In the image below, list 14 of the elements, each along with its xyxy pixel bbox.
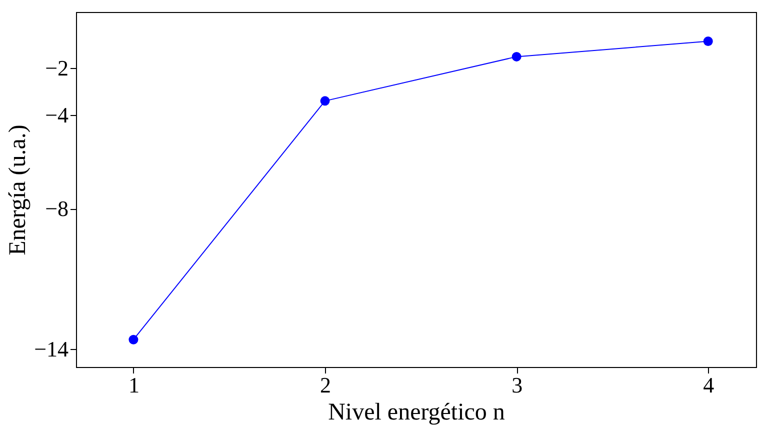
point <box>703 36 713 46</box>
point <box>128 334 138 344</box>
y-tick-label: −14 <box>34 336 68 362</box>
x-tick-label: 4 <box>703 372 714 398</box>
x-tick-label: 1 <box>128 372 140 398</box>
point <box>320 96 330 106</box>
x-axis-title: Nivel energético n <box>328 400 505 426</box>
x-tick-label: 3 <box>512 372 523 398</box>
y-tick-label: −8 <box>45 196 68 222</box>
y-tick-label: −4 <box>45 102 68 128</box>
y-axis-title: Energía (u.a.) <box>5 124 32 256</box>
y-tick-label: −2 <box>45 56 68 81</box>
point <box>512 52 522 62</box>
x-tick-label: 2 <box>320 372 332 398</box>
